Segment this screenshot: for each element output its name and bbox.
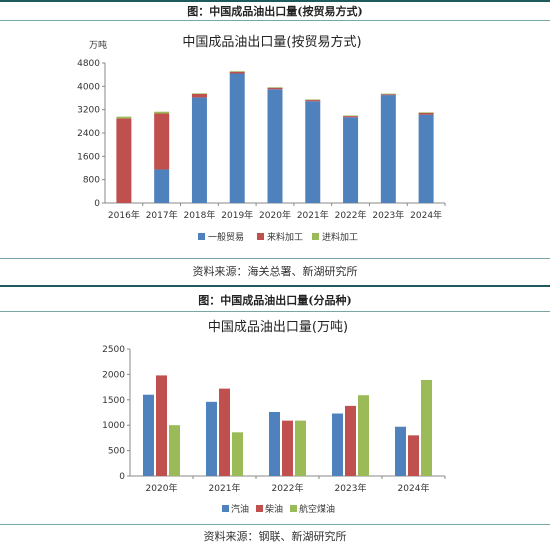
y-tick-label: 2000: [102, 370, 125, 380]
x-tick-label: 2023年: [372, 209, 404, 221]
bar: [395, 426, 406, 476]
x-tick-label: 2019年: [221, 209, 253, 221]
caption-divider-1: [0, 20, 550, 21]
y-tick-label: 1500: [102, 396, 125, 406]
y-tick-label: 2500: [102, 345, 125, 355]
legend-label: 来料加工: [267, 231, 303, 243]
bar-segment: [305, 99, 321, 101]
bar-segment: [116, 116, 132, 119]
bar: [421, 379, 432, 476]
bar: [206, 401, 217, 476]
bar-segment: [267, 87, 283, 90]
x-tick-label: 2023年: [335, 482, 367, 494]
legend-swatch: [290, 505, 297, 512]
bar: [232, 432, 243, 476]
x-tick-label: 2024年: [410, 209, 442, 221]
bar-segment: [229, 71, 245, 72]
bar-segment: [267, 87, 283, 88]
x-tick-label: 2017年: [146, 209, 178, 221]
trade-mode-stacked-bar-chart: 中国成品油出口量(按贸易方式) 万吨 0 800 1600 2400 3200 4000 4…: [77, 34, 446, 243]
bar-segment: [154, 169, 170, 203]
x-tick-label: 2016年: [108, 209, 140, 221]
chart-2-title: 中国成品油出口量(万吨): [208, 320, 348, 335]
y-tick-label: 3200: [77, 106, 100, 116]
x-tick-label: 2022年: [272, 482, 304, 494]
figure-2-caption: 图：中国成品油出口量(分品种): [198, 294, 352, 307]
bar: [358, 395, 369, 476]
bar: [295, 420, 306, 476]
legend-label: 柴油: [265, 503, 283, 515]
bar-segment: [343, 117, 359, 203]
bar-segment: [229, 71, 245, 74]
bar: [143, 394, 154, 476]
y-tick-label: 0: [119, 472, 125, 482]
bar-segment: [154, 111, 170, 114]
figure-1-source: 资料来源：海关总署、新湖研究所: [192, 265, 358, 278]
y-tick-label: 4000: [77, 82, 100, 92]
y-tick-label: 1600: [77, 152, 100, 162]
x-tick-label: 2024年: [398, 482, 430, 494]
y-tick-label: 2400: [77, 129, 100, 139]
y-tick-label: 500: [108, 447, 125, 457]
legend-swatch: [222, 505, 229, 512]
bar-segment: [305, 101, 321, 203]
bar-segment: [229, 73, 245, 203]
y-tick-label: 0: [94, 199, 100, 209]
bar-segment: [154, 113, 170, 170]
x-tick-label: 2022年: [335, 209, 367, 221]
bar-segment: [191, 93, 207, 98]
bar-segment: [418, 114, 434, 203]
source-divider-1: [0, 258, 550, 259]
bar-segment: [380, 93, 396, 95]
bar-segment: [191, 93, 207, 94]
x-tick-label: 2018年: [183, 209, 215, 221]
bar-segment: [191, 97, 207, 203]
legend-label: 一般贸易: [208, 231, 244, 243]
x-tick-label: 2021年: [209, 482, 241, 494]
product-grouped-bar-chart: 中国成品油出口量(万吨) 0 500 1000 1500 2000 2500 2020年 2…: [102, 320, 446, 515]
x-tick-label: 2020年: [259, 209, 291, 221]
legend-swatch: [312, 233, 319, 240]
bar-segment: [380, 95, 396, 203]
bar: [282, 420, 293, 476]
bar-segment: [343, 115, 359, 117]
bar-segment: [305, 100, 321, 102]
bar-segment: [267, 89, 283, 203]
chart-1-title: 中国成品油出口量(按贸易方式): [182, 34, 361, 50]
figure-2-source: 资料来源：钢联、新湖研究所: [203, 530, 347, 543]
bar-segment: [116, 118, 132, 203]
y-tick-label: 1000: [102, 421, 125, 431]
bar: [169, 425, 180, 476]
bar: [408, 435, 419, 476]
legend-swatch: [198, 233, 205, 240]
bar: [219, 388, 230, 476]
x-tick-label: 2020年: [146, 482, 178, 494]
x-tick-label: 2021年: [297, 209, 329, 221]
bar-segment: [380, 94, 396, 96]
legend-label: 进料加工: [322, 231, 358, 243]
y-tick-label: 4800: [77, 59, 100, 69]
bar: [269, 411, 280, 476]
source-divider-2: [0, 524, 550, 525]
legend-swatch: [256, 505, 263, 512]
section-divider: [0, 285, 550, 287]
caption-divider-2: [0, 311, 550, 312]
top-border: [0, 0, 550, 2]
legend-swatch: [257, 233, 264, 240]
chart-1-unit: 万吨: [89, 39, 107, 51]
bar-segment: [418, 112, 434, 113]
bar-segment: [418, 112, 434, 115]
figure-1-caption: 图：中国成品油出口量(按贸易方式): [187, 5, 363, 18]
bar: [156, 375, 167, 476]
y-tick-label: 800: [83, 176, 100, 186]
bar-segment: [343, 116, 359, 118]
bar: [332, 413, 343, 476]
legend-label: 汽油: [231, 503, 249, 515]
bar: [345, 405, 356, 476]
legend-label: 航空煤油: [299, 503, 335, 515]
